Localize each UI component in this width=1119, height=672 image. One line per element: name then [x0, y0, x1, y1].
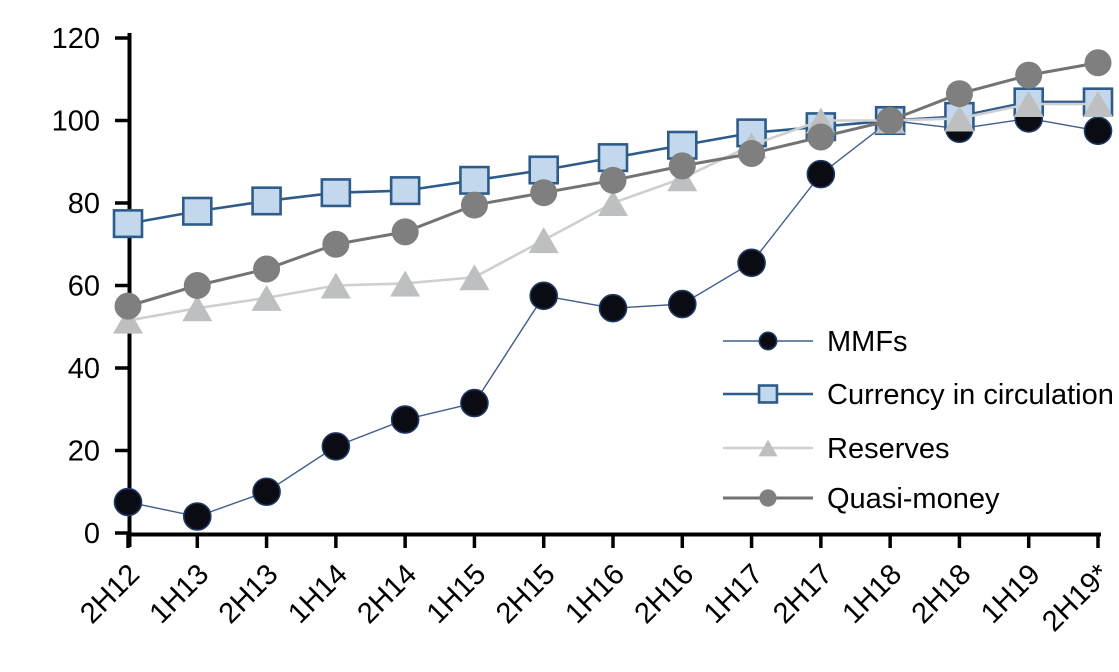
series-marker-currency-in-circulation [459, 165, 490, 195]
series-marker-mmfs [321, 432, 351, 461]
series-marker-reserves [113, 307, 143, 334]
series-marker-currency-in-circulation [181, 196, 213, 226]
series-marker-quasi-money [322, 230, 350, 258]
x-tick-label: 1H13 [144, 558, 216, 630]
y-tick-label: 0 [84, 518, 100, 550]
legend-label-currency-in-circulation: Currency in circulation [827, 379, 1114, 411]
x-tick-label: 2H18 [906, 558, 978, 630]
x-tick-label: 2H17 [767, 558, 839, 630]
series-marker-currency-in-circulation [320, 178, 352, 208]
series-marker-reserves [1013, 91, 1044, 117]
series-marker-mmfs [529, 281, 559, 311]
series-marker-quasi-money [599, 166, 627, 194]
series-marker-mmfs [460, 388, 489, 418]
series-marker-currency-in-circulation [251, 186, 282, 216]
series-marker-currency-in-circulation [112, 209, 144, 239]
y-tick-label: 40 [68, 353, 100, 385]
series-marker-quasi-money [807, 123, 835, 151]
series-marker-quasi-money [876, 107, 904, 134]
x-tick-label: 2H16 [629, 558, 701, 630]
y-tick-label: 120 [52, 23, 100, 55]
series-marker-mmfs [737, 248, 766, 278]
series-marker-mmfs [598, 293, 628, 323]
series-marker-quasi-money [1084, 49, 1112, 77]
series-marker-reserves [598, 190, 628, 216]
series-marker-reserves [944, 105, 975, 132]
series-marker-quasi-money [114, 292, 142, 320]
legend-marker-reserves [758, 439, 778, 457]
legend-marker-quasi-money [759, 489, 777, 507]
series-marker-mmfs [252, 477, 281, 507]
series-marker-reserves [1083, 91, 1113, 117]
x-tick-label: 1H17 [698, 558, 770, 630]
y-tick-label: 80 [68, 188, 100, 220]
series-marker-quasi-money [530, 179, 558, 207]
series-marker-reserves [459, 264, 490, 291]
x-tick-label: 2H12 [74, 558, 146, 630]
series-marker-quasi-money [460, 191, 488, 219]
x-tick-label: 2H19* [1036, 558, 1116, 638]
chart: 0 20 40 60 80 100 120 2H12 1H13 2H13 1H14 2H14 1H15 2… [40, 16, 1119, 656]
series-marker-mmfs [390, 405, 420, 434]
legend-label-quasi-money: Quasi-money [827, 483, 1000, 515]
x-tick-label: 2H13 [213, 558, 285, 630]
series-marker-quasi-money [1015, 61, 1043, 89]
x-tick-label: 1H14 [282, 558, 354, 630]
series-marker-reserves [320, 272, 351, 299]
series-marker-quasi-money [253, 255, 281, 283]
y-tick-label: 20 [68, 436, 100, 468]
series-marker-currency-in-circulation [597, 143, 629, 173]
x-tick-label: 2H14 [351, 558, 423, 630]
series-marker-quasi-money [668, 152, 696, 180]
series-marker-reserves [251, 284, 282, 311]
series-marker-mmfs [1083, 116, 1113, 146]
series-marker-quasi-money [391, 218, 419, 246]
series-marker-mmfs [806, 159, 836, 189]
legend-label-reserves: Reserves [827, 433, 950, 465]
x-tick-label: 2H15 [490, 558, 562, 630]
legend-label-mmfs: MMFs [827, 326, 908, 358]
series-marker-mmfs [667, 289, 697, 319]
series-marker-mmfs [113, 487, 143, 517]
x-tick-label: 1H19 [975, 558, 1047, 630]
chart-canvas: 0204060801001202H121H132H131H142H141H152… [52, 23, 1116, 638]
y-tick-label: 60 [68, 271, 100, 303]
series-marker-quasi-money [183, 272, 211, 299]
series-marker-quasi-money [738, 140, 766, 167]
legend-marker-currency-in-circulation [757, 384, 779, 404]
series-marker-reserves [390, 270, 421, 297]
series-marker-currency-in-circulation [389, 176, 421, 206]
x-tick-label: 1H15 [421, 558, 493, 630]
x-tick-label: 1H18 [836, 558, 908, 630]
series-marker-quasi-money [945, 80, 973, 108]
series-marker-mmfs [182, 502, 212, 531]
series-marker-reserves [182, 295, 213, 322]
series-marker-reserves [528, 227, 559, 254]
y-tick-label: 100 [52, 106, 100, 138]
x-tick-label: 1H16 [559, 558, 631, 630]
legend-marker-mmfs [758, 331, 778, 351]
